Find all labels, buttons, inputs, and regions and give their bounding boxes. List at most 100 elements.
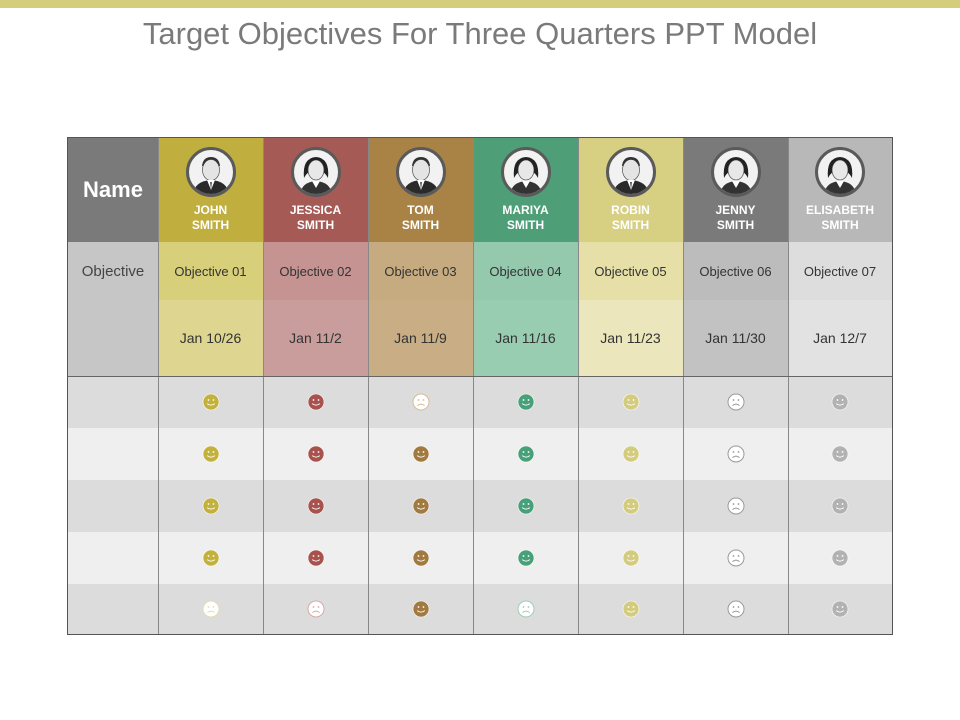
column-divider — [578, 138, 579, 634]
man-avatar-icon — [605, 147, 656, 197]
sad-face-icon — [307, 600, 325, 618]
person-first-name: JOHN — [193, 203, 228, 217]
status-cell — [788, 532, 892, 584]
status-cell — [158, 480, 263, 532]
happy-face-icon — [202, 445, 220, 463]
woman-avatar-icon — [815, 147, 865, 197]
person-name: ELISABETH SMITH — [795, 203, 885, 233]
date-text: Jan 12/7 — [813, 330, 867, 346]
woman-avatar-icon — [710, 147, 761, 197]
objective-text: Objective 02 — [279, 263, 352, 279]
objective-text: Objective 01 — [174, 263, 247, 279]
objective-text: Objective 06 — [699, 263, 772, 279]
happy-face-icon — [622, 393, 640, 411]
status-cell — [788, 480, 892, 532]
objective-text: Objective 05 — [594, 263, 667, 279]
person-header-tom: TOM SMITH — [368, 138, 473, 242]
date-cell: Jan 12/7 — [788, 300, 892, 376]
happy-face-icon — [412, 445, 430, 463]
date-cell: Jan 11/2 — [263, 300, 368, 376]
column-divider — [683, 138, 684, 634]
person-header-john: JOHN SMITH — [158, 138, 263, 242]
top-accent-bar — [0, 0, 960, 8]
objective-cell: Objective 06 — [683, 242, 788, 300]
objective-text: Objective 07 — [803, 263, 877, 279]
date-text: Jan 11/23 — [600, 330, 661, 346]
status-row-label-cell — [68, 584, 158, 634]
objective-label-cell: Objective — [68, 242, 158, 300]
status-cell — [368, 480, 473, 532]
date-cell: Jan 11/9 — [368, 300, 473, 376]
status-cell — [473, 376, 578, 428]
column-divider — [473, 138, 474, 634]
person-name: MARIYA SMITH — [481, 203, 571, 233]
person-name: ROBIN SMITH — [586, 203, 676, 233]
happy-face-icon — [517, 445, 535, 463]
happy-face-icon — [202, 497, 220, 515]
column-divider — [158, 138, 159, 634]
person-first-name: ROBIN — [611, 203, 650, 217]
status-cell — [158, 532, 263, 584]
sad-face-icon — [202, 600, 220, 618]
status-cell — [368, 376, 473, 428]
status-cell — [788, 428, 892, 480]
woman-avatar-icon — [290, 147, 341, 197]
status-cell — [368, 584, 473, 634]
sad-face-icon — [727, 600, 745, 618]
person-first-name: JENNY — [715, 203, 756, 217]
happy-face-icon — [517, 393, 535, 411]
objective-cell: Objective 03 — [368, 242, 473, 300]
sad-face-icon — [727, 445, 745, 463]
date-text: Jan 10/26 — [179, 330, 242, 346]
sad-face-icon — [517, 600, 535, 618]
status-cell — [578, 480, 683, 532]
happy-face-icon — [412, 549, 430, 567]
status-cell — [263, 376, 368, 428]
happy-face-icon — [412, 497, 430, 515]
happy-face-icon — [831, 600, 849, 618]
person-last-name: SMITH — [716, 218, 755, 232]
status-cell — [263, 480, 368, 532]
person-name: JENNY SMITH — [691, 203, 781, 233]
column-divider — [368, 138, 369, 634]
date-cell: Jan 10/26 — [158, 300, 263, 376]
person-last-name: SMITH — [191, 218, 230, 232]
happy-face-icon — [622, 497, 640, 515]
column-divider — [788, 138, 789, 634]
happy-face-icon — [622, 445, 640, 463]
person-first-name: ELISABETH — [805, 203, 874, 217]
person-last-name: SMITH — [821, 218, 859, 232]
status-cell — [683, 480, 788, 532]
status-cell — [578, 584, 683, 634]
slide-title: Target Objectives For Three Quarters PPT… — [142, 16, 818, 51]
objective-cell: Objective 05 — [578, 242, 683, 300]
status-cell — [473, 532, 578, 584]
status-cell — [683, 584, 788, 634]
name-header-cell: Name — [68, 138, 158, 242]
happy-face-icon — [412, 600, 430, 618]
status-row-label-cell — [68, 376, 158, 428]
person-name: JOHN SMITH — [166, 203, 256, 233]
status-cell — [368, 532, 473, 584]
person-name: TOM SMITH — [376, 203, 466, 233]
status-cell — [263, 428, 368, 480]
happy-face-icon — [202, 393, 220, 411]
man-avatar-icon — [395, 147, 446, 197]
status-row-label-cell — [68, 532, 158, 584]
sad-face-icon — [727, 549, 745, 567]
person-name: JESSICA SMITH — [271, 203, 361, 233]
status-cell — [473, 584, 578, 634]
happy-face-icon — [307, 445, 325, 463]
status-cell — [158, 376, 263, 428]
woman-avatar-icon — [500, 147, 551, 197]
person-last-name: SMITH — [401, 218, 440, 232]
person-last-name: SMITH — [296, 218, 335, 232]
status-cell — [788, 376, 892, 428]
objectives-table: Name Objective JOHN SMITH Objective 01 Jan 10… — [67, 137, 893, 635]
person-header-jessica: JESSICA SMITH — [263, 138, 368, 242]
status-cell — [368, 428, 473, 480]
person-first-name: TOM — [407, 203, 434, 217]
happy-face-icon — [517, 497, 535, 515]
sad-face-icon — [727, 393, 745, 411]
status-cell — [158, 428, 263, 480]
